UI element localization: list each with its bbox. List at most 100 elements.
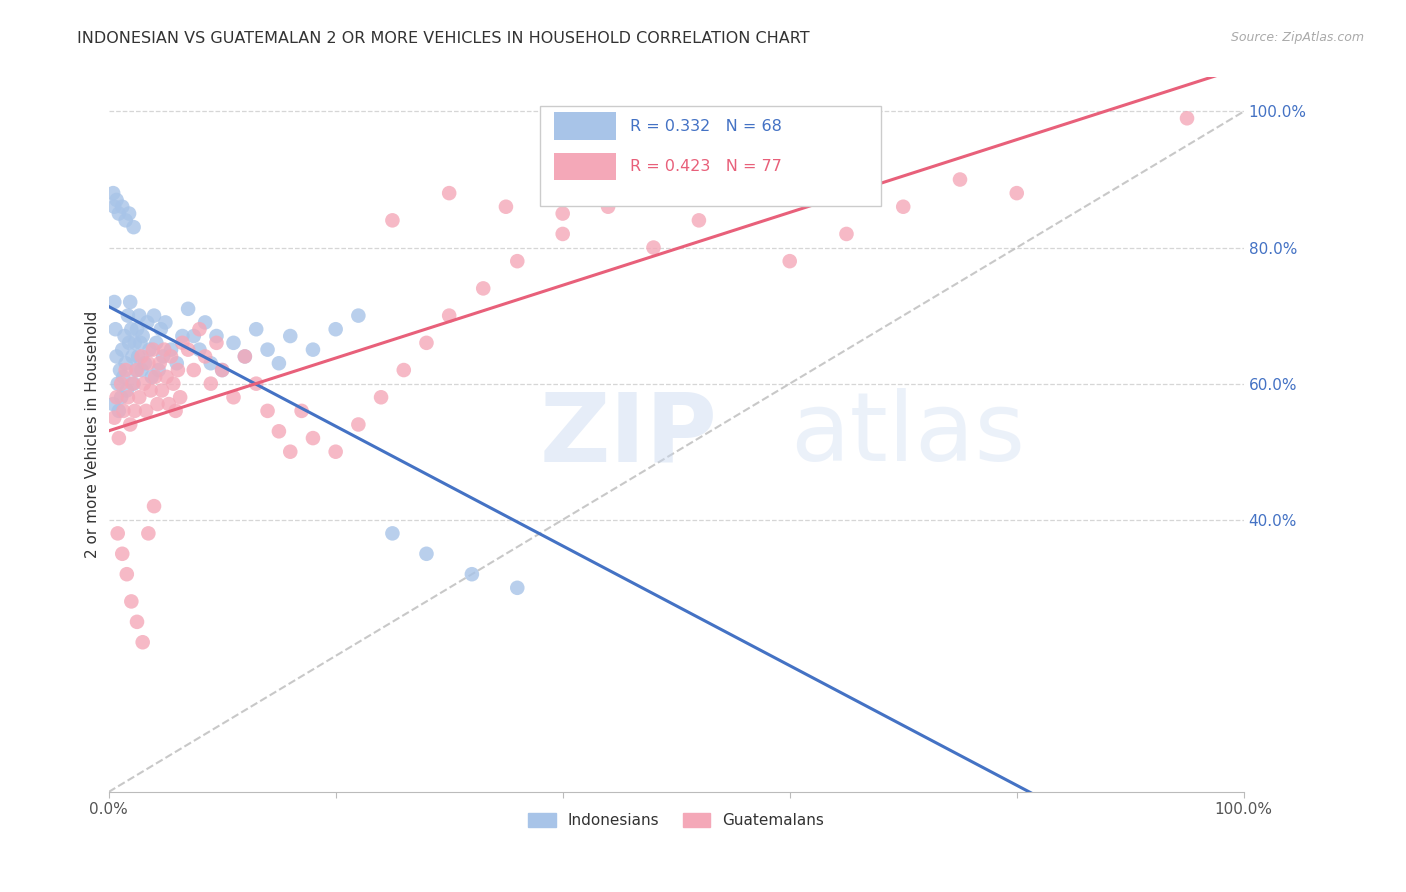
Point (128, 309, 150, 323)
Point (134, 356, 156, 370)
Point (381, 526, 404, 541)
Point (138, 343, 160, 357)
Point (188, 322, 211, 336)
Point (495, 200, 517, 214)
Point (177, 343, 200, 357)
Point (200, 376, 222, 391)
Point (302, 431, 325, 445)
Point (148, 363, 170, 377)
Point (120, 295, 142, 310)
Point (107, 376, 129, 391)
Point (108, 431, 131, 445)
Point (131, 635, 153, 649)
Point (143, 369, 166, 384)
Point (125, 363, 148, 377)
Point (211, 363, 233, 377)
Point (143, 309, 166, 323)
Text: INDONESIAN VS GUATEMALAN 2 OR MORE VEHICLES IN HOUSEHOLD CORRELATION CHART: INDONESIAN VS GUATEMALAN 2 OR MORE VEHIC… (77, 31, 810, 46)
Point (121, 350, 143, 364)
Point (114, 356, 136, 370)
Point (172, 335, 194, 350)
Point (117, 309, 139, 323)
Point (103, 200, 125, 214)
Point (122, 220, 145, 235)
Point (643, 241, 665, 255)
Point (461, 567, 484, 582)
Point (506, 254, 529, 268)
Point (124, 335, 146, 350)
Point (245, 322, 267, 336)
Point (205, 329, 228, 343)
Point (142, 343, 165, 357)
Point (153, 343, 176, 357)
Point (125, 615, 148, 629)
Point (160, 350, 183, 364)
Text: Source: ZipAtlas.com: Source: ZipAtlas.com (1230, 31, 1364, 45)
Point (131, 363, 153, 377)
Point (108, 363, 131, 377)
Point (1005, 186, 1028, 201)
Point (101, 397, 124, 411)
Point (149, 322, 172, 336)
Point (325, 444, 347, 458)
Point (183, 363, 205, 377)
Point (381, 213, 404, 227)
Point (256, 404, 278, 418)
Point (125, 322, 148, 336)
Point (222, 335, 245, 350)
Point (245, 376, 267, 391)
Text: R = 0.423   N = 77: R = 0.423 N = 77 (630, 160, 782, 174)
Point (291, 404, 314, 418)
Point (139, 384, 162, 398)
Point (132, 376, 155, 391)
Point (112, 369, 135, 384)
Point (152, 350, 174, 364)
Point (108, 404, 131, 418)
Point (370, 390, 392, 404)
Text: ZIP: ZIP (540, 388, 718, 481)
Point (278, 444, 301, 458)
Point (110, 390, 132, 404)
Point (551, 227, 574, 241)
Point (105, 350, 128, 364)
Point (233, 350, 256, 364)
Text: atlas: atlas (790, 388, 1025, 481)
Point (143, 499, 166, 513)
Point (141, 369, 163, 384)
Point (105, 390, 128, 404)
Point (105, 193, 128, 207)
Point (149, 356, 172, 370)
Point (146, 397, 169, 411)
Point (121, 376, 143, 391)
Point (169, 390, 191, 404)
Point (129, 335, 152, 350)
Point (125, 363, 148, 377)
Point (131, 350, 153, 364)
Point (167, 363, 190, 377)
Point (101, 186, 124, 201)
Point (120, 417, 142, 432)
Point (256, 343, 278, 357)
Point (325, 322, 347, 336)
Point (160, 343, 183, 357)
Point (110, 376, 132, 391)
Point (127, 350, 149, 364)
Point (138, 526, 160, 541)
Point (415, 547, 437, 561)
Point (155, 315, 177, 329)
Point (1175, 112, 1198, 126)
Point (135, 404, 157, 418)
Point (120, 322, 142, 336)
Point (138, 356, 160, 370)
Point (128, 390, 150, 404)
Point (166, 356, 188, 370)
FancyBboxPatch shape (540, 106, 880, 206)
Point (194, 350, 217, 364)
Point (437, 186, 460, 201)
Point (111, 343, 134, 357)
Point (205, 335, 228, 350)
Point (177, 301, 200, 316)
Point (233, 350, 256, 364)
FancyBboxPatch shape (554, 153, 616, 180)
Point (200, 356, 222, 370)
